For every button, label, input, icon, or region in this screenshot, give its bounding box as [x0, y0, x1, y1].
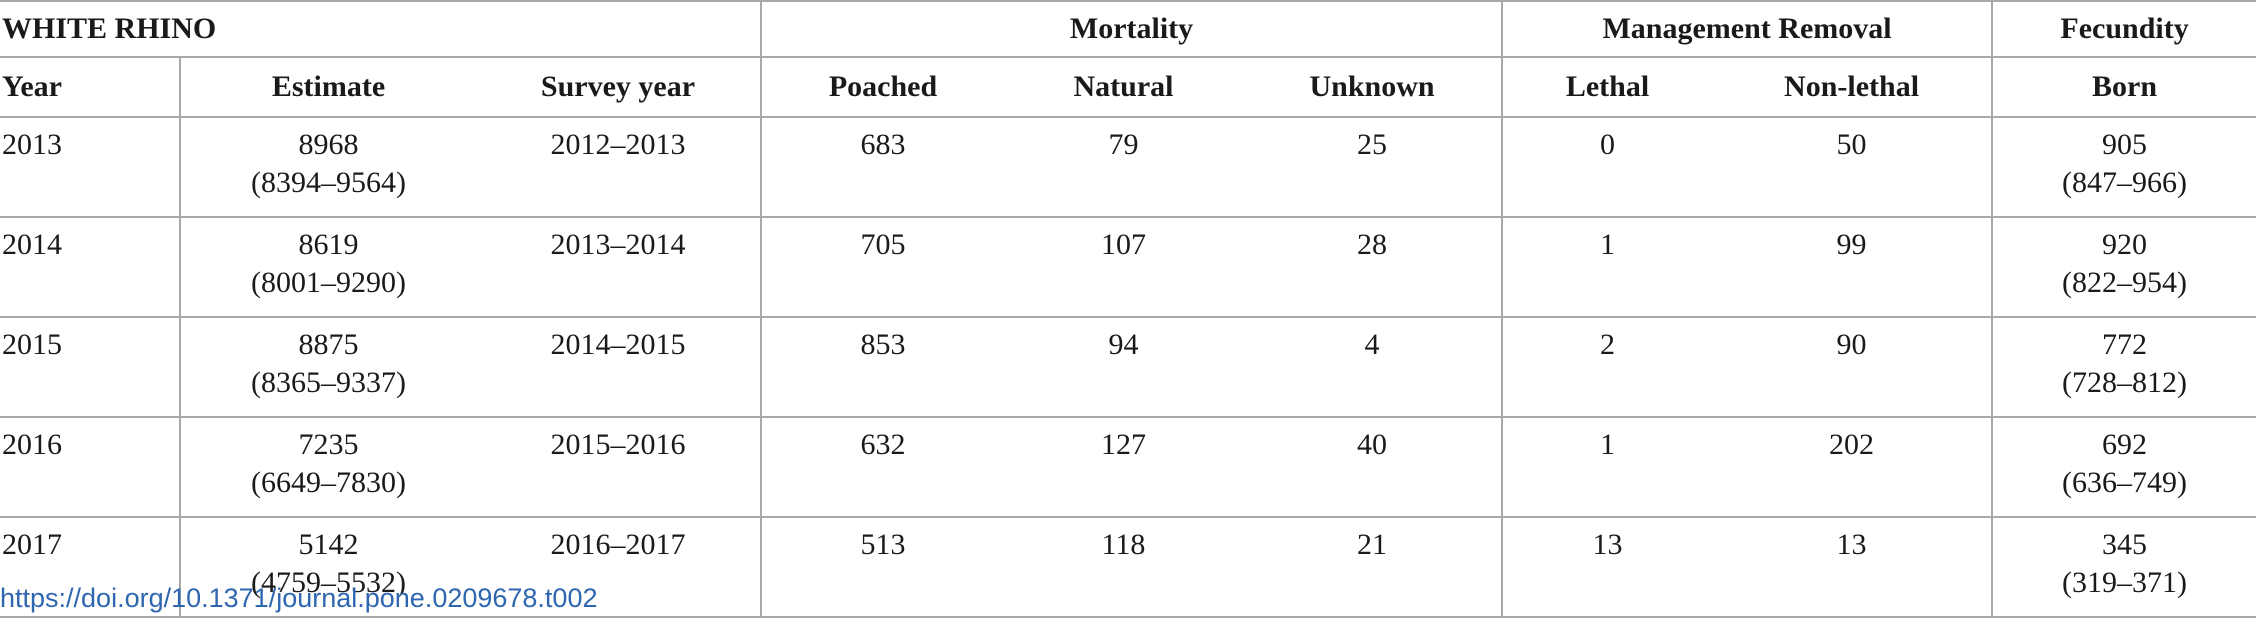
- estimate-interval: (8394–9564): [251, 166, 406, 199]
- unknown-cell: 40: [1243, 417, 1503, 518]
- lethal-cell: 1: [1501, 217, 1713, 318]
- estimate-value: 5142: [298, 528, 359, 561]
- estimate-interval: (8365–9337): [251, 366, 406, 399]
- born-interval: (847–966): [2062, 166, 2188, 199]
- non-lethal-cell: 202: [1712, 417, 1993, 518]
- born-cell: 345 (319–371): [1991, 517, 2256, 618]
- survey-year-cell: 2016–2017: [476, 517, 761, 618]
- group-header-row: WHITE RHINO Mortality Management Removal…: [0, 0, 2256, 58]
- poached-cell: 683: [760, 117, 1004, 218]
- born-cell: 920 (822–954): [1991, 217, 2256, 318]
- non-lethal-cell: 13: [1712, 517, 1993, 618]
- survey-year-cell: 2014–2015: [476, 317, 761, 418]
- born-cell: 692 (636–749): [1991, 417, 2256, 518]
- year-cell: 2014: [0, 217, 180, 318]
- born-cell: 905 (847–966): [1991, 117, 2256, 218]
- unknown-cell: 21: [1243, 517, 1503, 618]
- table-row: 2017 5142 (4759–5532) 2016–2017 513 118 …: [0, 517, 2256, 618]
- estimate-cell: 8619 (8001–9290): [179, 217, 476, 318]
- lethal-cell: 1: [1501, 417, 1713, 518]
- born-interval: (822–954): [2062, 266, 2188, 299]
- survey-year-cell: 2012–2013: [476, 117, 761, 218]
- estimate-value: 8875: [298, 328, 359, 361]
- table-row: 2015 8875 (8365–9337) 2014–2015 853 94 4…: [0, 317, 2256, 418]
- born-interval: (319–371): [2062, 566, 2188, 599]
- unknown-cell: 4: [1243, 317, 1503, 418]
- natural-cell: 118: [1004, 517, 1243, 618]
- non-lethal-column-header: Non-lethal: [1712, 57, 1993, 118]
- born-value: 905: [2102, 128, 2148, 161]
- born-value: 345: [2102, 528, 2148, 561]
- born-interval: (728–812): [2062, 366, 2188, 399]
- year-cell: 2016: [0, 417, 180, 518]
- born-value: 920: [2102, 228, 2148, 261]
- estimate-interval: (8001–9290): [251, 266, 406, 299]
- table-header: WHITE RHINO Mortality Management Removal…: [0, 0, 2256, 118]
- poached-cell: 632: [760, 417, 1004, 518]
- table-row: 2013 8968 (8394–9564) 2012–2013 683 79 2…: [0, 117, 2256, 218]
- natural-column-header: Natural: [1004, 57, 1243, 118]
- estimate-value: 7235: [298, 428, 359, 461]
- born-cell: 772 (728–812): [1991, 317, 2256, 418]
- poached-cell: 705: [760, 217, 1004, 318]
- survey-year-column-header: Survey year: [476, 57, 761, 118]
- table-row: 2014 8619 (8001–9290) 2013–2014 705 107 …: [0, 217, 2256, 318]
- non-lethal-cell: 90: [1712, 317, 1993, 418]
- natural-cell: 107: [1004, 217, 1243, 318]
- estimate-interval: (4759–5532): [251, 566, 406, 599]
- estimate-cell: 8875 (8365–9337): [179, 317, 476, 418]
- estimate-cell: 7235 (6649–7830): [179, 417, 476, 518]
- year-cell: 2013: [0, 117, 180, 218]
- poached-column-header: Poached: [760, 57, 1004, 118]
- management-removal-group-header: Management Removal: [1501, 0, 1993, 58]
- year-column-header: Year: [0, 57, 180, 118]
- estimate-interval: (6649–7830): [251, 466, 406, 499]
- species-title: WHITE RHINO: [0, 0, 761, 58]
- estimate-column-header: Estimate: [179, 57, 476, 118]
- year-cell: 2015: [0, 317, 180, 418]
- born-value: 692: [2102, 428, 2148, 461]
- born-value: 772: [2102, 328, 2148, 361]
- born-column-header: Born: [1991, 57, 2256, 118]
- unknown-cell: 28: [1243, 217, 1503, 318]
- doi-link[interactable]: https://doi.org/10.1371/journal.pone.020…: [0, 583, 598, 613]
- poached-cell: 513: [760, 517, 1004, 618]
- survey-year-cell: 2015–2016: [476, 417, 761, 518]
- table-body: 2013 8968 (8394–9564) 2012–2013 683 79 2…: [0, 117, 2256, 618]
- column-header-row: Year Estimate Survey year Poached Natura…: [0, 57, 2256, 118]
- mortality-group-header: Mortality: [759, 0, 1503, 58]
- natural-cell: 79: [1004, 117, 1243, 218]
- lethal-cell: 13: [1501, 517, 1713, 618]
- estimate-value: 8968: [298, 128, 359, 161]
- fecundity-group-header: Fecundity: [1991, 0, 2256, 58]
- lethal-cell: 2: [1501, 317, 1713, 418]
- lethal-column-header: Lethal: [1501, 57, 1713, 118]
- natural-cell: 127: [1004, 417, 1243, 518]
- estimate-cell: 5142 (4759–5532): [179, 517, 476, 618]
- non-lethal-cell: 50: [1712, 117, 1993, 218]
- unknown-cell: 25: [1243, 117, 1503, 218]
- estimate-cell: 8968 (8394–9564): [179, 117, 476, 218]
- estimate-value: 8619: [298, 228, 359, 261]
- survey-year-cell: 2013–2014: [476, 217, 761, 318]
- natural-cell: 94: [1004, 317, 1243, 418]
- lethal-cell: 0: [1501, 117, 1713, 218]
- poached-cell: 853: [760, 317, 1004, 418]
- born-interval: (636–749): [2062, 466, 2188, 499]
- year-cell: 2017: [0, 517, 180, 618]
- unknown-column-header: Unknown: [1243, 57, 1503, 118]
- table-row: 2016 7235 (6649–7830) 2015–2016 632 127 …: [0, 417, 2256, 518]
- non-lethal-cell: 99: [1712, 217, 1993, 318]
